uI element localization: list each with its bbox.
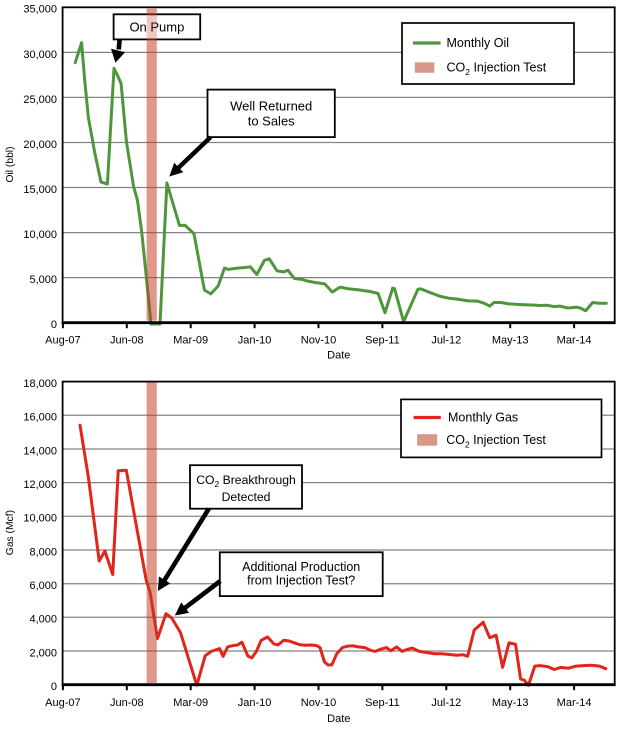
svg-text:Jul-12: Jul-12 [431, 697, 461, 709]
svg-text:Mar-09: Mar-09 [173, 697, 208, 709]
svg-text:10,000: 10,000 [23, 513, 57, 525]
svg-text:Monthly Oil: Monthly Oil [447, 36, 510, 50]
svg-text:6,000: 6,000 [29, 580, 57, 592]
svg-text:May-13: May-13 [492, 334, 529, 346]
svg-text:Mar-09: Mar-09 [173, 334, 208, 346]
svg-text:0: 0 [51, 319, 57, 331]
svg-text:30,000: 30,000 [23, 49, 57, 61]
svg-text:4,000: 4,000 [29, 614, 57, 626]
svg-text:CO2 Injection Test: CO2 Injection Test [447, 61, 547, 77]
svg-text:to Sales: to Sales [248, 114, 295, 129]
svg-text:16,000: 16,000 [23, 412, 57, 424]
svg-text:Sep-11: Sep-11 [365, 334, 400, 346]
svg-text:5,000: 5,000 [29, 274, 57, 286]
svg-text:25,000: 25,000 [23, 94, 57, 106]
svg-text:Jan-10: Jan-10 [238, 697, 272, 709]
svg-text:8,000: 8,000 [29, 546, 57, 558]
svg-text:Jun-08: Jun-08 [110, 334, 144, 346]
svg-text:10,000: 10,000 [23, 229, 57, 241]
svg-text:Mar-14: Mar-14 [557, 334, 592, 346]
svg-text:12,000: 12,000 [23, 479, 57, 491]
svg-text:Mar-14: Mar-14 [557, 697, 592, 709]
svg-text:18,000: 18,000 [23, 378, 57, 390]
svg-text:2,000: 2,000 [29, 647, 57, 659]
svg-text:Jul-12: Jul-12 [431, 334, 461, 346]
svg-text:Gas (Mcf): Gas (Mcf) [5, 510, 16, 555]
svg-text:Well Returned: Well Returned [230, 98, 312, 113]
svg-text:Aug-07: Aug-07 [45, 697, 80, 709]
svg-text:Nov-10: Nov-10 [301, 334, 336, 346]
svg-text:On Pump: On Pump [129, 20, 184, 35]
svg-text:May-13: May-13 [492, 697, 529, 709]
svg-text:Monthly Gas: Monthly Gas [448, 411, 518, 425]
svg-text:Jun-08: Jun-08 [110, 697, 144, 709]
svg-text:Sep-11: Sep-11 [365, 697, 400, 709]
svg-text:Additional Production: Additional Production [242, 560, 360, 574]
svg-text:from Injection Test?: from Injection Test? [247, 574, 355, 588]
svg-text:Jan-10: Jan-10 [238, 334, 272, 346]
svg-text:CO2 Injection Test: CO2 Injection Test [446, 433, 546, 449]
svg-text:Date: Date [327, 349, 350, 361]
svg-text:35,000: 35,000 [23, 4, 57, 16]
svg-text:Nov-10: Nov-10 [301, 697, 336, 709]
svg-text:Date: Date [327, 713, 350, 725]
svg-text:14,000: 14,000 [23, 445, 57, 457]
svg-text:20,000: 20,000 [23, 139, 57, 151]
svg-text:CO2 Breakthrough: CO2 Breakthrough [196, 473, 296, 489]
svg-text:Detected: Detected [222, 490, 271, 504]
svg-text:Oil (bbl): Oil (bbl) [5, 146, 16, 182]
svg-text:15,000: 15,000 [23, 184, 57, 196]
svg-text:0: 0 [51, 681, 57, 693]
svg-text:Aug-07: Aug-07 [45, 334, 80, 346]
